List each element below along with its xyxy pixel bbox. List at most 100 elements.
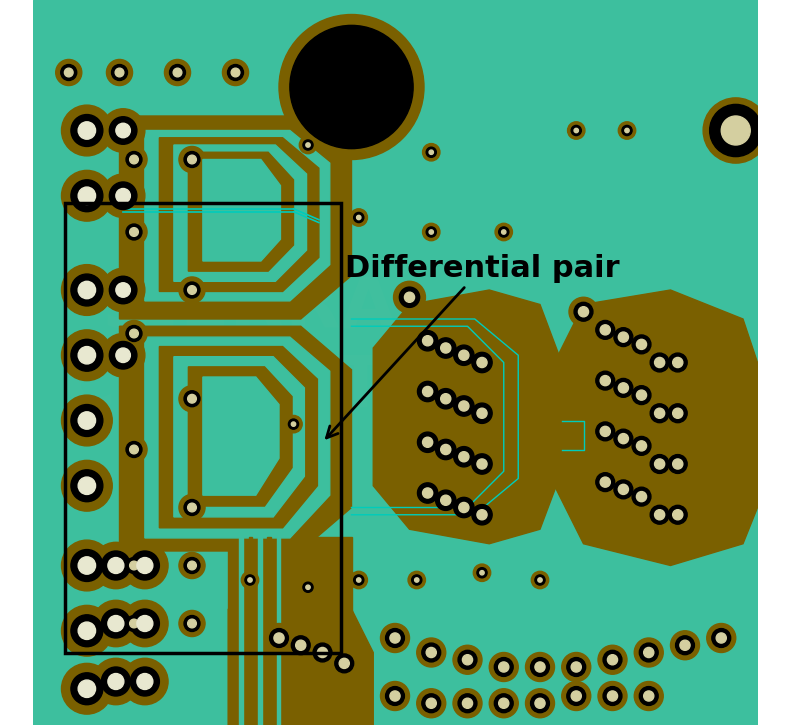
Circle shape <box>286 631 315 660</box>
Circle shape <box>101 268 145 312</box>
Circle shape <box>78 187 96 204</box>
Circle shape <box>535 662 545 672</box>
Circle shape <box>417 638 446 667</box>
Circle shape <box>188 155 197 164</box>
Bar <box>276 536 280 725</box>
Circle shape <box>664 348 692 377</box>
Circle shape <box>130 561 138 570</box>
Circle shape <box>637 339 646 349</box>
Circle shape <box>459 502 469 513</box>
Circle shape <box>441 444 451 455</box>
Circle shape <box>538 578 542 582</box>
Circle shape <box>350 209 367 226</box>
Circle shape <box>472 403 492 423</box>
Circle shape <box>130 228 138 236</box>
Circle shape <box>458 650 477 669</box>
Circle shape <box>672 459 683 469</box>
Circle shape <box>62 265 112 315</box>
Polygon shape <box>188 367 292 506</box>
Circle shape <box>525 689 555 718</box>
Circle shape <box>62 460 112 511</box>
Circle shape <box>164 59 190 86</box>
Circle shape <box>567 658 585 676</box>
Circle shape <box>78 347 96 364</box>
Circle shape <box>109 117 137 144</box>
Circle shape <box>417 483 438 503</box>
Polygon shape <box>160 138 319 291</box>
Circle shape <box>562 652 591 682</box>
Circle shape <box>62 330 112 381</box>
Circle shape <box>423 223 440 241</box>
Circle shape <box>303 140 313 150</box>
Circle shape <box>477 568 487 578</box>
Circle shape <box>675 636 694 655</box>
Circle shape <box>609 424 638 453</box>
Circle shape <box>448 441 480 473</box>
Circle shape <box>393 281 426 313</box>
Circle shape <box>632 436 651 455</box>
Circle shape <box>308 638 337 667</box>
Circle shape <box>390 691 400 701</box>
Circle shape <box>459 401 469 411</box>
Circle shape <box>92 658 139 705</box>
Circle shape <box>637 390 646 400</box>
Circle shape <box>466 397 498 429</box>
Circle shape <box>137 558 152 573</box>
Circle shape <box>430 332 461 364</box>
Circle shape <box>672 408 683 418</box>
Circle shape <box>707 624 735 652</box>
Circle shape <box>672 357 683 368</box>
Circle shape <box>495 658 514 676</box>
Circle shape <box>422 643 441 662</box>
Polygon shape <box>145 337 329 538</box>
Circle shape <box>441 343 451 353</box>
Circle shape <box>188 503 197 512</box>
Circle shape <box>429 150 434 154</box>
Circle shape <box>671 631 699 660</box>
Circle shape <box>645 348 674 377</box>
Circle shape <box>632 487 651 506</box>
Circle shape <box>591 468 619 497</box>
Circle shape <box>645 500 674 529</box>
Circle shape <box>265 624 294 652</box>
Circle shape <box>466 499 498 531</box>
Circle shape <box>426 227 436 237</box>
Circle shape <box>650 353 669 372</box>
Circle shape <box>184 558 200 573</box>
Polygon shape <box>160 347 318 528</box>
Circle shape <box>645 450 674 478</box>
Circle shape <box>423 144 440 161</box>
Circle shape <box>130 329 138 338</box>
Circle shape <box>430 434 461 465</box>
Circle shape <box>356 215 361 220</box>
Circle shape <box>306 585 310 589</box>
Circle shape <box>231 68 240 77</box>
Circle shape <box>531 694 549 713</box>
Circle shape <box>292 422 295 426</box>
Circle shape <box>423 386 433 397</box>
Circle shape <box>101 174 145 218</box>
Circle shape <box>591 417 619 446</box>
Circle shape <box>179 610 205 637</box>
Circle shape <box>614 429 633 448</box>
Circle shape <box>71 405 103 436</box>
Circle shape <box>614 328 633 347</box>
Circle shape <box>173 68 182 77</box>
Circle shape <box>495 694 514 713</box>
Circle shape <box>614 480 633 499</box>
Circle shape <box>62 170 112 221</box>
Circle shape <box>412 575 422 585</box>
Polygon shape <box>174 145 307 281</box>
Circle shape <box>306 143 310 147</box>
Circle shape <box>627 330 656 359</box>
Circle shape <box>717 633 726 643</box>
Circle shape <box>78 412 96 429</box>
Circle shape <box>188 619 197 628</box>
Circle shape <box>426 647 436 658</box>
Circle shape <box>188 394 197 403</box>
Circle shape <box>116 283 130 297</box>
Circle shape <box>448 339 480 371</box>
Circle shape <box>672 510 683 520</box>
Circle shape <box>619 383 629 393</box>
Circle shape <box>223 59 249 86</box>
